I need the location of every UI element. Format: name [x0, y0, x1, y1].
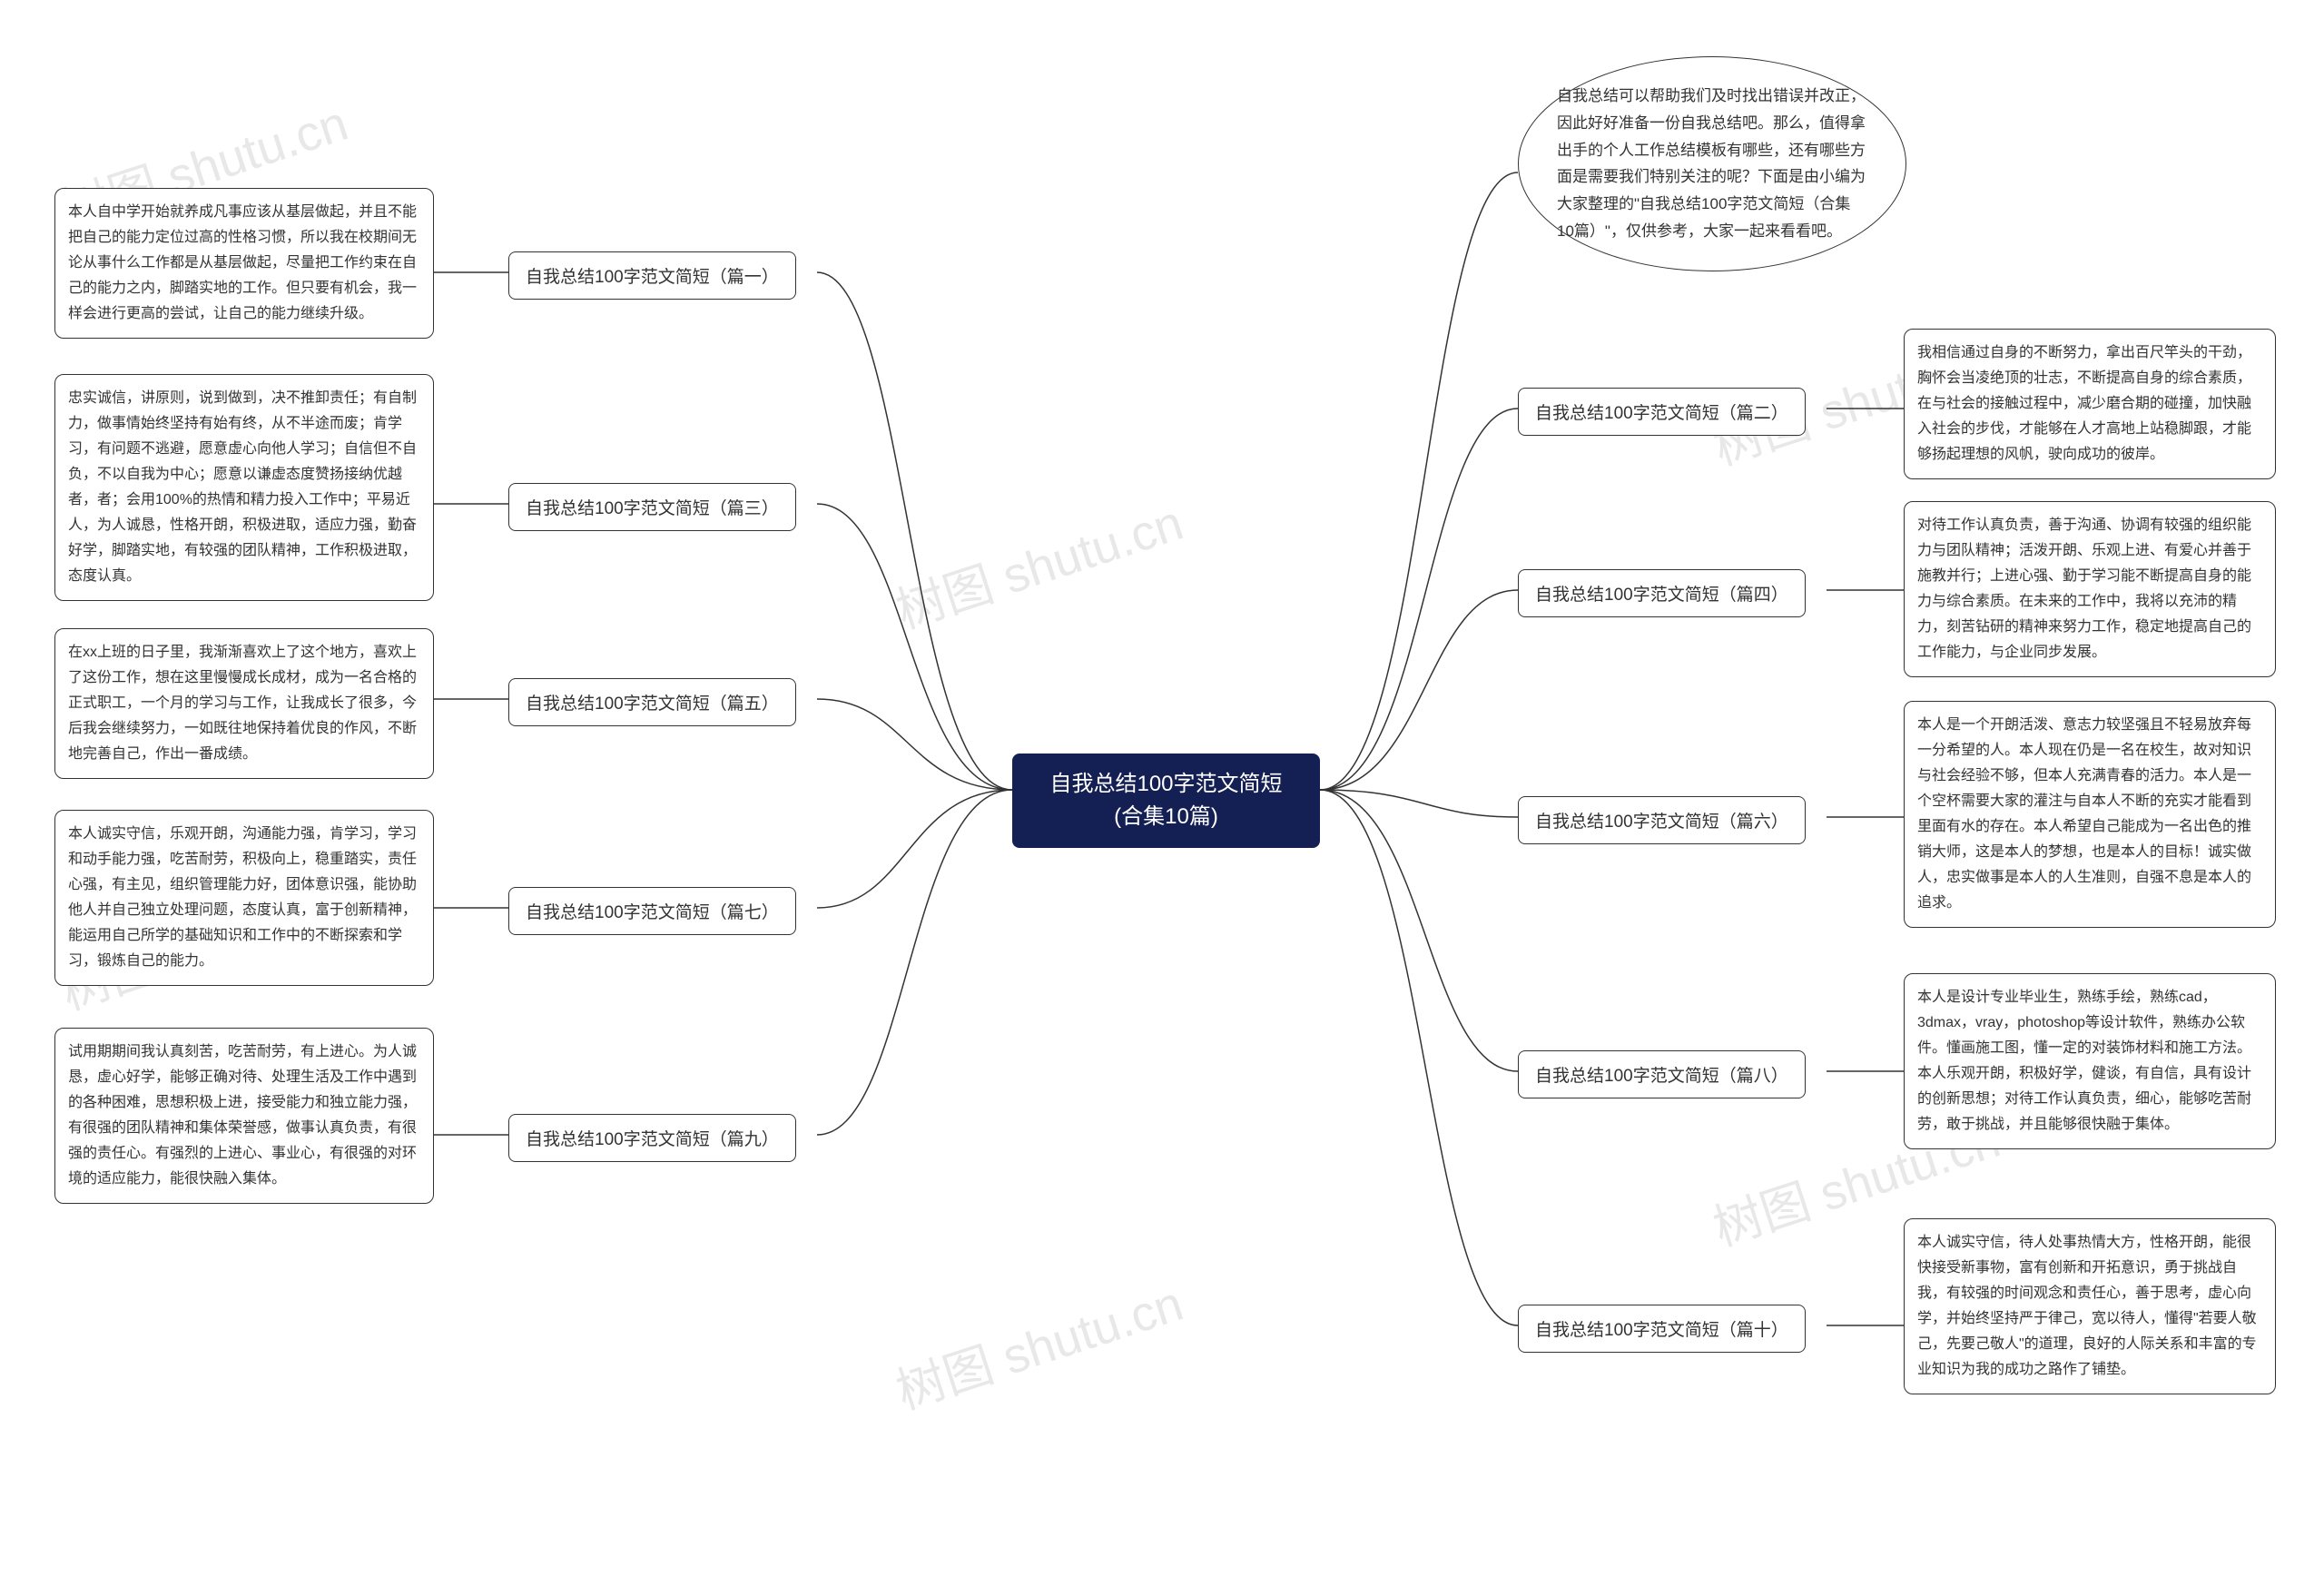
leaf-left-7: 本人诚实守信，乐观开朗，沟通能力强，肯学习，学习和动手能力强，吃苦耐劳，积极向上…	[54, 810, 434, 986]
center-title-line2: (合集10篇)	[1036, 801, 1296, 833]
leaf-left-1: 本人自中学开始就养成凡事应该从基层做起，并且不能把自己的能力定位过高的性格习惯，…	[54, 188, 434, 339]
leaf-right-6: 本人是一个开朗活泼、意志力较坚强且不轻易放弃每一分希望的人。本人现在仍是一名在校…	[1904, 701, 2276, 928]
branch-right-2: 自我总结100字范文简短（篇二）	[1518, 388, 1806, 436]
branch-left-3: 自我总结100字范文简短（篇三）	[508, 483, 796, 531]
branch-right-6: 自我总结100字范文简短（篇六）	[1518, 796, 1806, 844]
branch-right-4: 自我总结100字范文简短（篇四）	[1518, 569, 1806, 617]
watermark: 树图 shutu.cn	[886, 482, 1191, 642]
branch-right-10: 自我总结100字范文简短（篇十）	[1518, 1305, 1806, 1353]
branch-left-7: 自我总结100字范文简短（篇七）	[508, 887, 796, 935]
leaf-left-5: 在xx上班的日子里，我渐渐喜欢上了这个地方，喜欢上了这份工作，想在这里慢慢成长成…	[54, 628, 434, 779]
branch-left-9: 自我总结100字范文简短（篇九）	[508, 1114, 796, 1162]
branch-left-1: 自我总结100字范文简短（篇一）	[508, 251, 796, 300]
center-node: 自我总结100字范文简短 (合集10篇)	[1012, 754, 1320, 848]
center-title-line1: 自我总结100字范文简短	[1036, 768, 1296, 801]
intro-node: 自我总结可以帮助我们及时找出错误并改正，因此好好准备一份自我总结吧。那么，值得拿…	[1518, 56, 1906, 271]
leaf-left-9: 试用期期间我认真刻苦，吃苦耐劳，有上进心。为人诚恳，虚心好学，能够正确对待、处理…	[54, 1028, 434, 1204]
leaf-right-4: 对待工作认真负责，善于沟通、协调有较强的组织能力与团队精神；活泼开朗、乐观上进、…	[1904, 501, 2276, 677]
leaf-left-3: 忠实诚信，讲原则，说到做到，决不推卸责任；有自制力，做事情始终坚持有始有终，从不…	[54, 374, 434, 601]
leaf-right-10: 本人诚实守信，待人处事热情大方，性格开朗，能很快接受新事物，富有创新和开拓意识，…	[1904, 1218, 2276, 1394]
leaf-right-8: 本人是设计专业毕业生，熟练手绘，熟练cad，3dmax，vray，photosh…	[1904, 973, 2276, 1149]
branch-left-5: 自我总结100字范文简短（篇五）	[508, 678, 796, 726]
leaf-right-2: 我相信通过自身的不断努力，拿出百尺竿头的干劲，胸怀会当凌绝顶的壮志，不断提高自身…	[1904, 329, 2276, 479]
branch-right-8: 自我总结100字范文简短（篇八）	[1518, 1050, 1806, 1098]
watermark: 树图 shutu.cn	[886, 1263, 1191, 1423]
